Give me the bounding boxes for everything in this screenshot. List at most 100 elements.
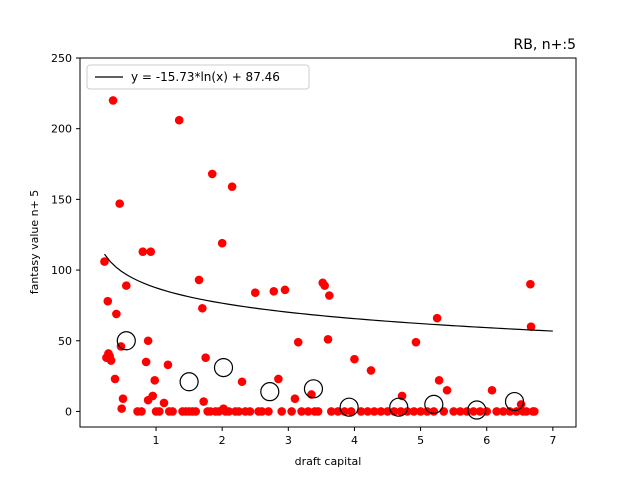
data-point xyxy=(274,374,283,384)
data-point xyxy=(137,407,146,416)
data-point xyxy=(396,407,406,416)
data-point xyxy=(526,322,536,331)
data-point xyxy=(174,115,184,125)
data-point xyxy=(245,407,255,416)
y-axis-label: fantasy value n+ 5 xyxy=(28,190,41,295)
data-point xyxy=(327,407,336,416)
data-point xyxy=(530,407,539,416)
y-tick-label: 200 xyxy=(51,123,72,136)
x-axis: 1 2 3 4 5 6 7 xyxy=(153,427,556,447)
y-tick-label: 0 xyxy=(65,405,72,418)
x-tick-label: 1 xyxy=(153,434,160,447)
data-point xyxy=(505,407,515,416)
data-point xyxy=(346,407,356,416)
data-point xyxy=(141,357,151,367)
data-point xyxy=(432,313,442,323)
x-tick-label: 5 xyxy=(417,434,424,447)
data-point xyxy=(106,356,116,365)
data-point xyxy=(526,279,535,289)
data-point xyxy=(280,285,290,295)
data-point xyxy=(138,247,148,256)
data-point xyxy=(356,407,366,416)
data-point xyxy=(116,342,126,351)
data-point xyxy=(110,374,120,384)
y-tick-label: 150 xyxy=(51,193,72,206)
data-point xyxy=(366,366,376,375)
data-point xyxy=(487,385,497,395)
data-point xyxy=(264,407,273,416)
x-tick-label: 7 xyxy=(549,434,556,447)
data-point xyxy=(100,257,109,266)
data-point xyxy=(237,377,247,387)
x-axis-label: draft capital xyxy=(295,455,362,468)
data-point xyxy=(350,354,359,364)
data-point xyxy=(287,407,296,416)
data-point xyxy=(234,407,244,416)
data-point xyxy=(325,291,334,300)
data-point xyxy=(297,407,306,416)
legend: y = -15.73*ln(x) + 87.46 xyxy=(86,64,310,90)
y-axis: 0 50 100 150 200 250 xyxy=(51,52,80,418)
data-point xyxy=(376,407,386,416)
plot-area xyxy=(100,96,553,420)
data-point xyxy=(369,407,379,416)
data-point xyxy=(143,336,153,346)
bin-mean-marker xyxy=(389,397,409,417)
data-point xyxy=(469,407,478,416)
bin-mean-marker xyxy=(179,372,199,392)
data-point xyxy=(442,385,452,395)
data-point xyxy=(108,96,118,105)
data-point xyxy=(115,199,124,208)
data-point xyxy=(429,407,439,416)
data-point xyxy=(439,407,449,416)
data-point xyxy=(455,407,465,416)
data-point xyxy=(269,286,279,296)
data-point xyxy=(217,238,227,248)
x-tick-label: 6 xyxy=(483,434,490,447)
data-point xyxy=(121,281,131,290)
bin-mean-marker xyxy=(213,358,234,378)
data-point xyxy=(475,407,485,416)
legend-box xyxy=(86,64,310,90)
data-point xyxy=(492,407,501,416)
data-point xyxy=(293,337,303,347)
data-point xyxy=(422,407,432,416)
data-point xyxy=(449,407,458,416)
x-tick-label: 2 xyxy=(219,434,226,447)
x-tick-label: 4 xyxy=(351,434,358,447)
data-point xyxy=(112,309,121,319)
data-point xyxy=(290,394,300,404)
trend-line xyxy=(103,253,553,332)
data-point xyxy=(159,398,169,408)
data-point xyxy=(363,407,372,416)
data-point xyxy=(194,275,204,285)
y-tick-label: 250 xyxy=(51,52,72,65)
data-point xyxy=(313,407,323,416)
data-point xyxy=(118,394,128,404)
chart-title: RB, n+:5 xyxy=(514,37,576,53)
y-tick-label: 50 xyxy=(58,335,72,348)
legend-trend-label: y = -15.73*ln(x) + 87.46 xyxy=(131,70,280,84)
data-point xyxy=(227,182,237,191)
bin-mean-marker xyxy=(303,379,324,399)
data-point xyxy=(434,376,444,385)
data-point xyxy=(411,337,421,347)
data-point xyxy=(482,407,492,416)
data-point xyxy=(155,407,164,416)
bin-mean-marker xyxy=(339,397,359,417)
data-point xyxy=(498,407,508,416)
data-point xyxy=(198,303,207,313)
data-point xyxy=(199,397,208,406)
bin-mean-marker xyxy=(116,331,136,351)
data-point xyxy=(103,296,113,306)
bin-mean-marker xyxy=(504,391,525,412)
y-tick-label: 100 xyxy=(51,264,72,277)
data-point xyxy=(323,335,333,344)
x-tick-label: 3 xyxy=(285,434,292,447)
data-point xyxy=(409,407,419,416)
data-point xyxy=(277,407,287,416)
plot-frame xyxy=(79,57,577,428)
bin-mean-marker xyxy=(260,382,280,402)
data-point xyxy=(201,353,210,363)
